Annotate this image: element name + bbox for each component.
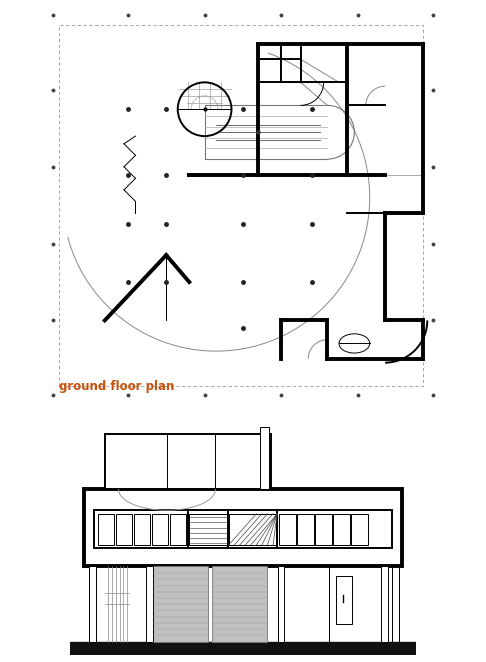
Bar bbox=[333, 514, 350, 545]
Bar bbox=[152, 514, 168, 545]
Bar bbox=[260, 427, 269, 489]
Ellipse shape bbox=[339, 334, 370, 353]
Bar bbox=[381, 565, 388, 641]
Bar bbox=[189, 514, 227, 545]
Bar bbox=[105, 434, 271, 489]
Bar bbox=[89, 565, 96, 641]
Bar bbox=[153, 565, 208, 641]
Bar bbox=[116, 514, 132, 545]
Bar bbox=[229, 514, 277, 545]
Bar bbox=[170, 514, 186, 545]
Bar bbox=[146, 565, 153, 641]
Bar bbox=[278, 565, 284, 641]
Bar bbox=[84, 489, 402, 565]
Bar bbox=[212, 565, 267, 641]
Bar bbox=[297, 514, 314, 545]
Bar bbox=[70, 641, 416, 655]
Bar bbox=[336, 576, 352, 624]
Bar bbox=[98, 514, 114, 545]
Bar bbox=[351, 514, 368, 545]
Bar bbox=[279, 514, 296, 545]
Text: ground floor plan: ground floor plan bbox=[59, 381, 174, 393]
Bar bbox=[315, 514, 332, 545]
Bar bbox=[94, 510, 392, 548]
Bar bbox=[134, 514, 150, 545]
